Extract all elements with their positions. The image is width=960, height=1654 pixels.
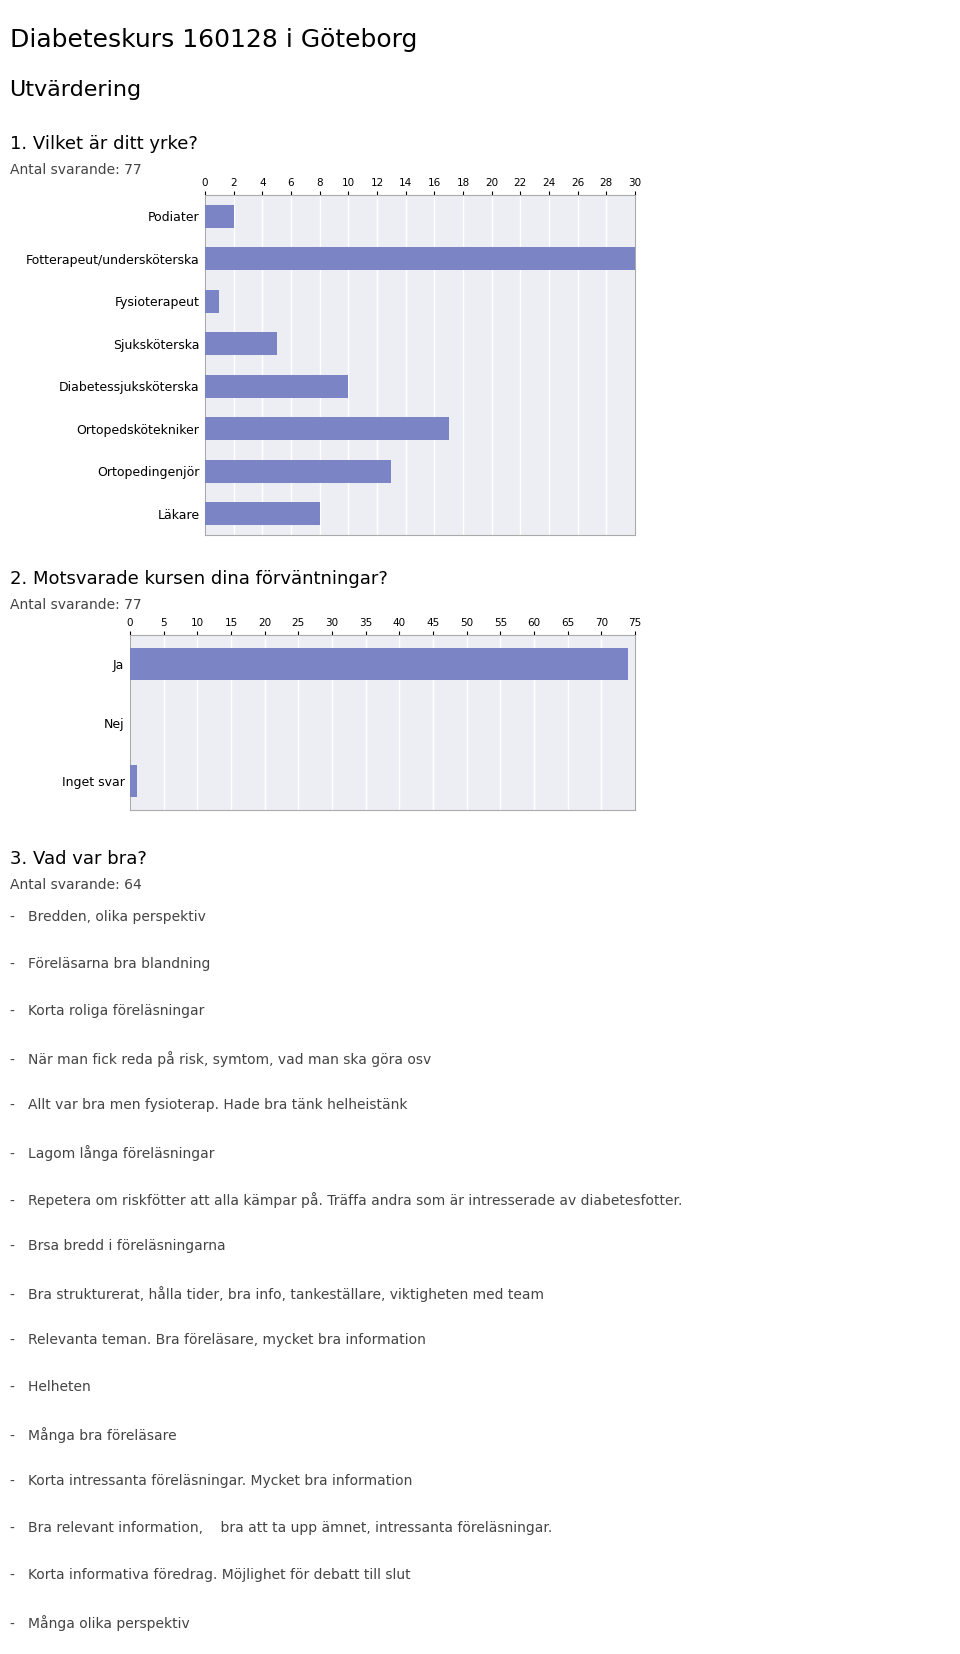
- Text: 1. Vilket är ditt yrke?: 1. Vilket är ditt yrke?: [10, 136, 198, 154]
- Bar: [205, 374, 348, 399]
- Text: -   Brsa bredd i föreläsningarna: - Brsa bredd i föreläsningarna: [10, 1239, 226, 1254]
- Text: -   Korta intressanta föreläsningar. Mycket bra information: - Korta intressanta föreläsningar. Mycke…: [10, 1474, 412, 1489]
- Bar: [205, 246, 635, 271]
- Text: -   Relevanta teman. Bra föreläsare, mycket bra information: - Relevanta teman. Bra föreläsare, mycke…: [10, 1333, 425, 1346]
- Text: -   Bra strukturerat, hålla tider, bra info, tankeställare, viktigheten med team: - Bra strukturerat, hålla tider, bra inf…: [10, 1287, 543, 1302]
- Text: -   Bra relevant information,    bra att ta upp ämnet, intressanta föreläsningar: - Bra relevant information, bra att ta u…: [10, 1522, 552, 1535]
- Text: 3. Vad var bra?: 3. Vad var bra?: [10, 850, 147, 868]
- Text: -   Korta roliga föreläsningar: - Korta roliga föreläsningar: [10, 1004, 204, 1017]
- Text: -   Allt var bra men fysioterap. Hade bra tänk helheistänk: - Allt var bra men fysioterap. Hade bra …: [10, 1098, 407, 1111]
- Bar: [205, 205, 233, 228]
- Text: Antal svarande: 64: Antal svarande: 64: [10, 878, 141, 892]
- Bar: [130, 764, 136, 797]
- Text: -   Lagom långa föreläsningar: - Lagom långa föreläsningar: [10, 1145, 214, 1161]
- Text: -   Korta informativa föredrag. Möjlighet för debatt till slut: - Korta informativa föredrag. Möjlighet …: [10, 1568, 410, 1581]
- Text: -   Föreläsarna bra blandning: - Föreläsarna bra blandning: [10, 958, 210, 971]
- Text: Utvärdering: Utvärdering: [10, 79, 142, 99]
- Bar: [205, 503, 320, 526]
- Bar: [205, 332, 276, 356]
- Text: -   När man fick reda på risk, symtom, vad man ska göra osv: - När man fick reda på risk, symtom, vad…: [10, 1050, 431, 1067]
- Bar: [205, 417, 448, 440]
- Text: Antal svarande: 77: Antal svarande: 77: [10, 164, 141, 177]
- Bar: [205, 289, 219, 313]
- Text: -   Bredden, olika perspektiv: - Bredden, olika perspektiv: [10, 910, 205, 925]
- Text: -   Helheten: - Helheten: [10, 1379, 90, 1394]
- Text: Diabeteskurs 160128 i Göteborg: Diabeteskurs 160128 i Göteborg: [10, 28, 417, 51]
- Text: Antal svarande: 77: Antal svarande: 77: [10, 599, 141, 612]
- Bar: [130, 648, 628, 680]
- Text: -   Många olika perspektiv: - Många olika perspektiv: [10, 1614, 189, 1631]
- Text: -   Repetera om riskfötter att alla kämpar på. Träffa andra som är intresserade : - Repetera om riskfötter att alla kämpar…: [10, 1193, 682, 1207]
- Text: -   Många bra föreläsare: - Många bra föreläsare: [10, 1427, 177, 1442]
- Bar: [205, 460, 392, 483]
- Text: 2. Motsvarade kursen dina förväntningar?: 2. Motsvarade kursen dina förväntningar?: [10, 571, 388, 589]
